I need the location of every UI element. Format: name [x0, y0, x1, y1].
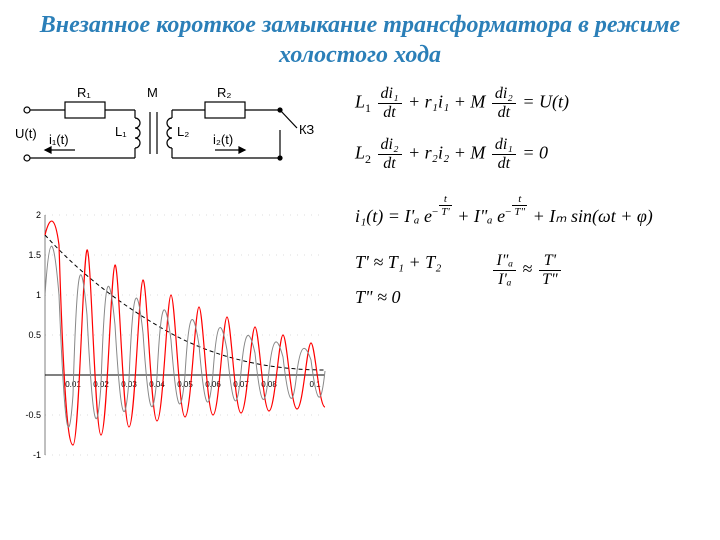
- svg-text:-1: -1: [33, 450, 41, 460]
- equation-4-right: I"ₐI'ₐ ≈ T'T": [491, 252, 562, 308]
- equation-row-4: T' ≈ T₁ + T₂ T" ≈ 0 I"ₐI'ₐ ≈ T'T": [355, 252, 705, 322]
- equation-3: i₁(t) = I'ₐ e−tT' + I"ₐ e−tT" + Iₘ sin(ω…: [355, 193, 705, 227]
- label-ut: U(t): [15, 126, 37, 141]
- label-kz: КЗ: [299, 122, 314, 137]
- svg-text:-0.5: -0.5: [25, 410, 41, 420]
- equations-block: L1 di₁dt + r₁i₁ + M di₂dt = U(t) L2 di₂d…: [345, 80, 705, 490]
- svg-text:1.5: 1.5: [28, 250, 41, 260]
- circuit-diagram: R₁ M R₂ L₁ L₂ U(t) i₁(t) i₂(t) КЗ: [15, 80, 325, 180]
- equation-4-left: T' ≈ T₁ + T₂: [355, 252, 441, 273]
- equation-1: L1 di₁dt + r₁i₁ + M di₂dt = U(t): [355, 85, 705, 122]
- equation-2: L2 di₂dt + r₂i₂ + M di₁dt = 0: [355, 136, 705, 173]
- label-r2: R₂: [217, 85, 231, 100]
- svg-text:0.5: 0.5: [28, 330, 41, 340]
- red-curve: [45, 221, 325, 445]
- label-i2t: i₂(t): [213, 132, 233, 147]
- label-i1t: i₁(t): [49, 132, 69, 147]
- grey-curve: [45, 246, 325, 427]
- label-r1: R₁: [77, 85, 91, 100]
- svg-text:2: 2: [36, 210, 41, 220]
- svg-text:1: 1: [36, 290, 41, 300]
- content-area: R₁ M R₂ L₁ L₂ U(t) i₁(t) i₂(t) КЗ: [0, 75, 720, 495]
- page-title: Внезапное короткое замыкание трансформат…: [0, 0, 720, 75]
- left-column: R₁ M R₂ L₁ L₂ U(t) i₁(t) i₂(t) КЗ: [15, 80, 345, 490]
- equation-5-left: T" ≈ 0: [355, 287, 441, 308]
- label-l1: L₁: [115, 124, 127, 139]
- label-l2: L₂: [177, 124, 189, 139]
- waveform-graph: 2 1.5 1 0.5 -0.5 -1 0.01 0.02 0.03 0.04 …: [15, 195, 335, 485]
- label-m: M: [147, 85, 158, 100]
